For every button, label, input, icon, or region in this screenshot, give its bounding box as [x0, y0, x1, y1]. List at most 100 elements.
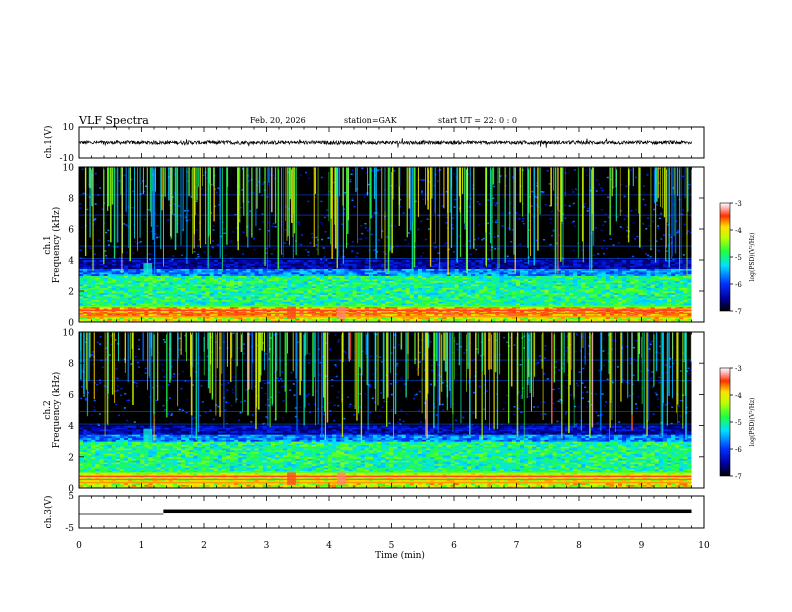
spec1-cell [103, 273, 108, 276]
spec1-cell [356, 294, 362, 297]
spec1-cell [172, 275, 178, 278]
spec1-cell [589, 296, 594, 299]
spec1-cell [536, 278, 541, 282]
spec1-cell [434, 285, 439, 288]
spec1-cell [283, 278, 288, 282]
spec1-cell [270, 301, 276, 304]
spec1-cell [172, 292, 178, 295]
spec1-cell [507, 263, 513, 266]
spec1-cell [450, 287, 456, 290]
spec1-cell [189, 261, 194, 264]
spec1-cell [103, 313, 108, 316]
spec1-cell [87, 316, 92, 319]
spec1-cell [111, 285, 117, 288]
spec1-cell [115, 268, 121, 271]
spec1-cell [442, 297, 447, 301]
spec1-cell [266, 260, 272, 263]
spec1-cell [299, 297, 304, 301]
spec1-cell [426, 296, 431, 299]
spec1-cell [152, 273, 157, 276]
spec1-cell [287, 285, 292, 288]
spec1-cell [279, 311, 284, 314]
spec1-cell [475, 294, 480, 297]
spec1-cell [609, 299, 615, 302]
spec1-cell [556, 289, 562, 292]
spec1-cell [601, 291, 607, 294]
spec1-cell [483, 268, 488, 271]
spec1-cell [332, 316, 337, 319]
spec1-cell [385, 303, 390, 306]
spec1-cell [181, 308, 186, 311]
spec1-cell [238, 260, 243, 263]
spec1-cell [622, 285, 627, 288]
spec1-cell [87, 282, 92, 285]
spec1-cell [605, 292, 611, 295]
spec1-cell [156, 320, 162, 323]
spec1-cell [515, 261, 521, 264]
spec1-cell [515, 289, 521, 292]
spec1-cell [307, 313, 313, 316]
spec1-cell [226, 287, 231, 290]
spec1-cell [458, 270, 464, 273]
spec1-cell [132, 261, 137, 264]
spec1-cell [311, 316, 317, 319]
spec1-cell [291, 272, 296, 275]
spec1-cell [544, 275, 549, 278]
spec1-cell [340, 296, 345, 299]
spec1-cell [622, 320, 627, 323]
spec1-cell [95, 285, 100, 288]
spec1-cell [160, 263, 166, 266]
spec1-cell [438, 294, 443, 297]
spec1-cell [483, 287, 488, 290]
spec1-cell [381, 282, 386, 285]
spec1-cell [422, 287, 427, 290]
spec1-cell [515, 297, 521, 301]
spec1-cell [581, 278, 586, 282]
spec1-cell [307, 289, 313, 292]
spec1-cell [201, 266, 206, 270]
spec1-cell [556, 260, 562, 263]
spec1-cell [246, 301, 251, 304]
spec1-cell [291, 285, 296, 288]
spec1-cell [548, 316, 554, 319]
spec1-cell [111, 296, 117, 299]
spec1-cell [99, 289, 104, 292]
spec1-cell [507, 284, 513, 287]
spec1-cell [630, 285, 635, 288]
spec1-cell [319, 275, 325, 278]
spec1-cell [168, 284, 174, 287]
spec1-cell [160, 266, 166, 270]
spec1-cell [275, 265, 280, 268]
spec1-cell [250, 289, 255, 292]
spec1-cell [593, 296, 598, 299]
spec1-cell [434, 299, 439, 302]
spec1-cell [397, 301, 402, 304]
spec1-cell [291, 287, 296, 290]
spec1-cell [409, 311, 415, 314]
spec1-cell [368, 280, 374, 283]
spec1-cell [528, 296, 533, 299]
spec1-cell [230, 268, 235, 271]
spec1-cell [205, 272, 211, 275]
spec1-cell [573, 292, 578, 295]
spec1-cell [279, 266, 284, 270]
spec1-cell [393, 285, 398, 288]
spec1-cell [385, 308, 390, 311]
spec1-cell [148, 296, 153, 299]
spec1-cell [258, 287, 264, 290]
spec1-cell [246, 313, 251, 316]
spec1-cell [79, 316, 84, 319]
spec1-cell [618, 284, 623, 287]
spec1-cell [491, 272, 496, 275]
spec1-cell [442, 320, 447, 323]
spec1-cell [520, 291, 525, 294]
spec1-cell [405, 316, 411, 319]
spec1-cell [458, 291, 464, 294]
spec1-cell [83, 282, 88, 285]
spec1-cell [564, 280, 570, 283]
spec1-cell [83, 294, 88, 297]
spec1-cell [115, 311, 121, 314]
spec1-cell [209, 306, 215, 309]
spec1-cell [348, 278, 353, 282]
spec1-cell [328, 263, 333, 266]
